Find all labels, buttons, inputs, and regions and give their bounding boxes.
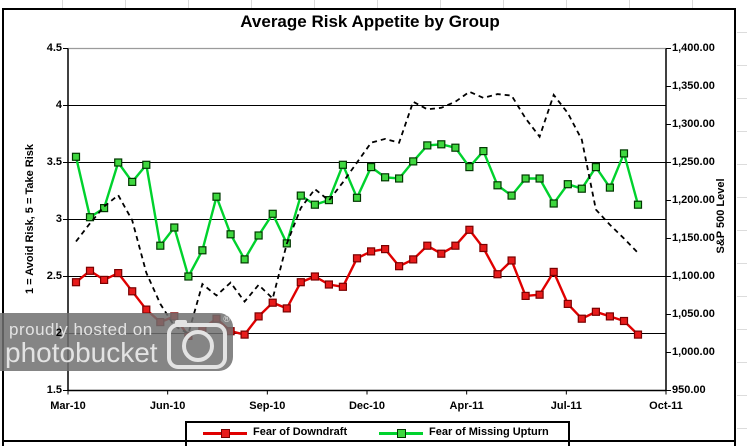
series-marker-0 (507, 256, 516, 265)
series-marker-1 (71, 152, 81, 161)
series-marker-0 (563, 299, 572, 308)
series-marker-1 (254, 231, 263, 240)
legend-label-upturn: Fear of Missing Upturn (429, 426, 549, 438)
series-marker-0 (282, 304, 291, 313)
series-marker-1 (437, 140, 446, 149)
chart-bottom-border (2, 440, 736, 442)
spreadsheet-column-lines (0, 0, 747, 8)
series-marker-0 (619, 316, 629, 326)
series-marker-1 (240, 255, 249, 264)
series-marker-1 (142, 160, 151, 169)
series-marker-0 (367, 247, 376, 256)
series-marker-1 (268, 209, 277, 218)
legend-label-downdraft: Fear of Downdraft (253, 426, 348, 438)
photobucket-watermark: proudly hosted on photobucket ® (0, 313, 233, 371)
series-marker-0 (493, 270, 502, 279)
legend-line-downdraft (203, 429, 247, 438)
series-marker-1 (324, 196, 333, 205)
series-marker-1 (619, 149, 629, 158)
series-marker-1 (451, 143, 460, 152)
series-marker-0 (437, 249, 446, 258)
series-marker-0 (240, 330, 249, 339)
series-marker-0 (465, 225, 474, 234)
series-marker-1 (409, 157, 418, 166)
series-marker-0 (409, 255, 418, 264)
legend-line-upturn (379, 429, 423, 438)
series-marker-0 (296, 278, 305, 287)
spreadsheet-row-lines (737, 0, 747, 444)
series-marker-1 (493, 181, 502, 190)
series-marker-0 (577, 314, 586, 323)
series-marker-0 (268, 298, 277, 307)
series-marker-0 (338, 282, 347, 291)
series-marker-1 (156, 241, 165, 250)
series-marker-1 (184, 272, 193, 281)
chart-frame (2, 8, 736, 446)
watermark-line1: proudly hosted on (9, 320, 153, 339)
series-marker-1 (423, 141, 432, 150)
series-marker-1 (577, 184, 586, 193)
series-marker-1 (367, 163, 376, 172)
chart-legend: Fear of Downdraft Fear of Missing Upturn (185, 421, 570, 446)
series-marker-1 (85, 213, 95, 222)
series-marker-1 (212, 192, 221, 201)
series-marker-1 (479, 147, 488, 156)
watermark-line2: photobucket (5, 337, 158, 368)
series-marker-0 (479, 243, 488, 253)
series-marker-1 (563, 180, 572, 189)
series-marker-1 (128, 177, 137, 186)
series-marker-1 (226, 230, 235, 239)
series-marker-1 (296, 191, 305, 200)
series-marker-1 (465, 163, 474, 172)
series-marker-0 (114, 269, 123, 278)
legend-marker-upturn (397, 429, 406, 438)
series-marker-0 (549, 267, 558, 276)
series-marker-0 (535, 290, 544, 299)
series-marker-0 (591, 307, 601, 316)
series-marker-0 (85, 266, 95, 275)
series-marker-1 (170, 223, 179, 232)
series-marker-1 (633, 200, 643, 209)
series-marker-1 (114, 158, 123, 167)
series-marker-1 (310, 200, 319, 209)
series-marker-0 (352, 254, 362, 263)
series-marker-1 (535, 174, 544, 183)
series-marker-0 (99, 275, 109, 284)
legend-marker-downdraft (221, 429, 230, 438)
series-marker-0 (254, 312, 263, 321)
series-marker-1 (352, 193, 362, 202)
registered-mark: ® (223, 314, 230, 324)
series-marker-1 (591, 163, 601, 172)
series-marker-0 (633, 330, 643, 339)
series-marker-1 (99, 204, 109, 213)
series-marker-0 (423, 241, 432, 250)
series-line-2 (75, 90, 639, 335)
series-marker-0 (395, 262, 404, 271)
series-marker-1 (395, 174, 404, 183)
series-marker-1 (338, 160, 347, 169)
series-marker-0 (324, 280, 333, 289)
series-marker-0 (451, 241, 460, 250)
series-marker-0 (310, 272, 319, 281)
series-marker-0 (128, 287, 137, 296)
series-marker-1 (507, 191, 516, 200)
series-marker-1 (521, 174, 530, 183)
camera-icon (167, 320, 227, 369)
series-marker-1 (198, 246, 207, 255)
series-marker-1 (605, 183, 615, 192)
series-marker-1 (381, 173, 390, 182)
series-marker-0 (605, 312, 615, 321)
series-marker-0 (521, 291, 530, 300)
series-marker-0 (71, 278, 81, 287)
series-marker-1 (549, 199, 558, 208)
series-marker-0 (381, 245, 390, 254)
